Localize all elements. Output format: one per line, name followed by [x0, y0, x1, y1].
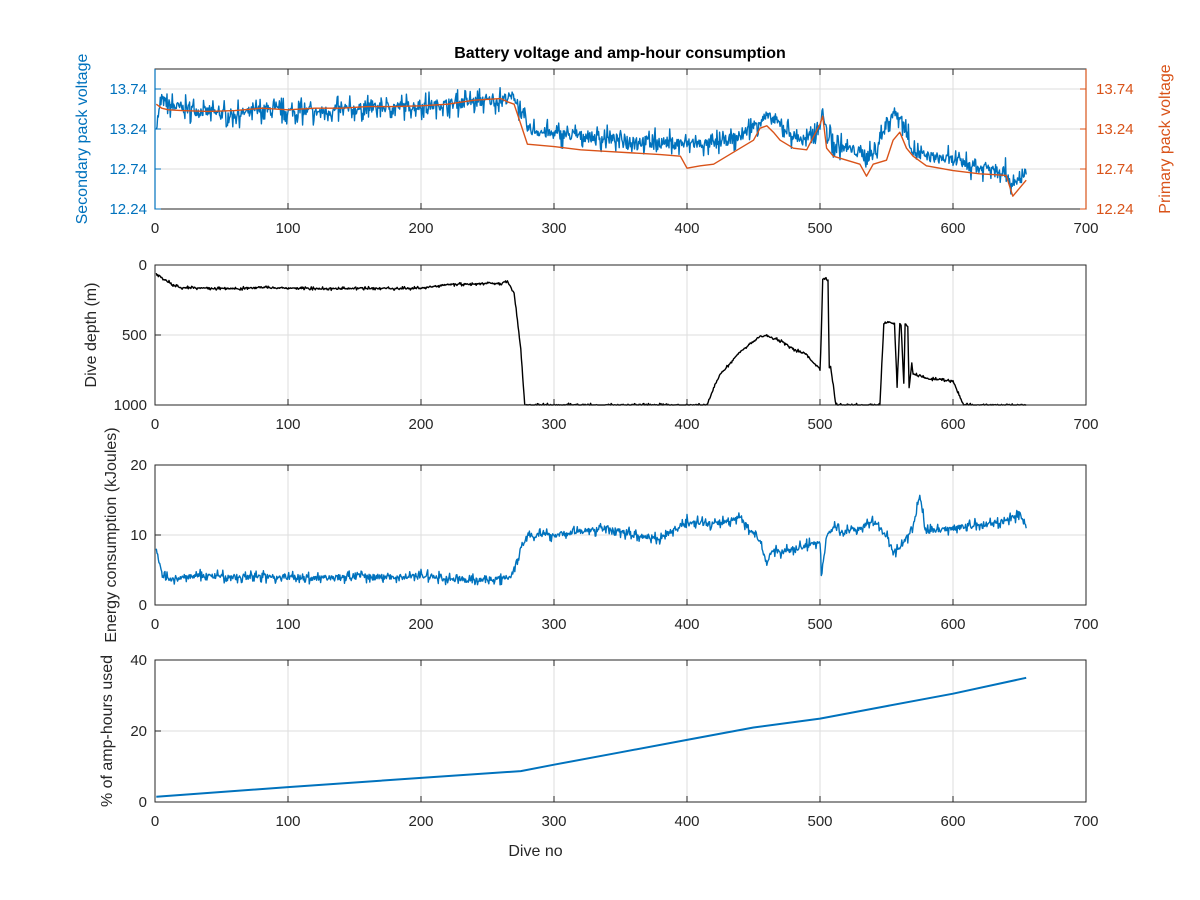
x-tick-label: 300	[541, 616, 566, 633]
y-tick-label: 0	[139, 257, 147, 274]
subplot-energy: 0 100 200 300 400 500 600 700 0 10 20 Energy consum…	[103, 427, 1099, 642]
x-tick-label: 100	[275, 813, 300, 830]
x-tick-label: 400	[674, 220, 699, 237]
y-tick-label-right: 13.24	[1096, 121, 1134, 138]
y-axis-label-left: Secondary pack voltage	[74, 54, 91, 225]
subplot-depth: 0 100 200 300 400 500 600 700 0 500 1000 Dive depth…	[83, 257, 1099, 433]
x-tick-label: 100	[275, 616, 300, 633]
x-tick-label: 0	[151, 616, 159, 633]
series-line-voltage-0	[155, 86, 1027, 195]
x-tick-label: 600	[940, 813, 965, 830]
x-tick-label: 700	[1073, 813, 1098, 830]
x-tick-label: 200	[408, 220, 433, 237]
x-tick-label: 0	[151, 220, 159, 237]
y-tick-label: 20	[130, 457, 147, 474]
y-tick-label: 13.24	[109, 121, 147, 138]
x-tick-label: 600	[940, 416, 965, 433]
series-line-voltage-1	[155, 97, 1027, 197]
subplot-voltage: 0 100 200 300 400 500 600 700 12.24 12.74 13.24 13.…	[74, 54, 1174, 237]
x-tick-label: 300	[541, 813, 566, 830]
x-tick-label: 500	[807, 616, 832, 633]
y-tick-label: 0	[139, 794, 147, 811]
y-tick-label: 10	[130, 527, 147, 544]
x-tick-label: 700	[1073, 220, 1098, 237]
y-axis-label: Dive depth (m)	[83, 283, 100, 388]
y-axis-label-right: Primary pack voltage	[1157, 64, 1174, 213]
x-tick-label: 500	[807, 813, 832, 830]
y-axis-label: Energy consumption (kJoules)	[103, 427, 120, 642]
y-tick-label: 40	[130, 652, 147, 669]
y-tick-label: 20	[130, 723, 147, 740]
x-tick-label: 500	[807, 220, 832, 237]
x-tick-label: 400	[674, 416, 699, 433]
series-line-amphours-0	[156, 676, 1027, 798]
y-tick-label: 1000	[114, 397, 147, 414]
x-tick-label: 700	[1073, 416, 1098, 433]
x-tick-label: 600	[940, 616, 965, 633]
x-tick-label: 200	[408, 813, 433, 830]
y-axis-label: % of amp-hours used	[99, 655, 116, 807]
figure-title: Battery voltage and amp-hour consumption	[454, 45, 786, 62]
x-tick-label: 0	[151, 416, 159, 433]
y-tick-label-right: 13.74	[1096, 81, 1134, 98]
subplot-amphours: 0 100 200 300 400 500 600 700 0 20 40 % of amp-hour…	[99, 652, 1099, 860]
y-tick-label: 13.74	[109, 81, 147, 98]
y-tick-label: 500	[122, 327, 147, 344]
y-tick-label-right: 12.74	[1096, 161, 1134, 178]
x-axis-label: Dive no	[508, 843, 562, 860]
x-tick-label: 400	[674, 813, 699, 830]
x-tick-label: 600	[940, 220, 965, 237]
x-tick-label: 400	[674, 616, 699, 633]
subplots: 0 100 200 300 400 500 600 70012.2412.7413.2413.…	[74, 54, 1174, 860]
x-tick-label: 300	[541, 416, 566, 433]
y-tick-label: 12.74	[109, 161, 147, 178]
x-tick-label: 100	[275, 416, 300, 433]
x-tick-label: 300	[541, 220, 566, 237]
y-tick-label: 0	[139, 597, 147, 614]
y-tick-label: 12.24	[109, 201, 147, 218]
x-tick-label: 200	[408, 416, 433, 433]
x-tick-label: 200	[408, 616, 433, 633]
x-tick-label: 500	[807, 416, 832, 433]
x-tick-label: 100	[275, 220, 300, 237]
x-tick-label: 0	[151, 813, 159, 830]
x-tick-label: 700	[1073, 616, 1098, 633]
series-line-energy-0	[155, 494, 1027, 586]
y-tick-label-right: 12.24	[1096, 201, 1134, 218]
